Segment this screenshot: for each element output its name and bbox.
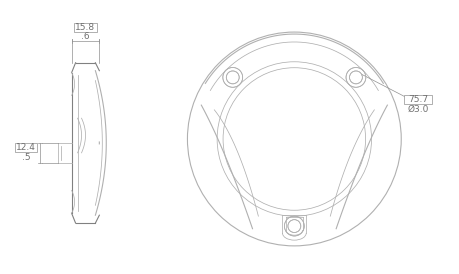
Text: Ø3.0: Ø3.0 <box>407 105 428 114</box>
Text: .6: .6 <box>81 32 90 41</box>
FancyBboxPatch shape <box>15 143 37 152</box>
FancyBboxPatch shape <box>403 95 431 104</box>
FancyBboxPatch shape <box>73 23 97 32</box>
Text: 12.4: 12.4 <box>16 143 36 152</box>
Text: .5: .5 <box>22 153 30 162</box>
Text: 15.8: 15.8 <box>75 23 95 32</box>
Text: 75.7: 75.7 <box>407 95 427 104</box>
